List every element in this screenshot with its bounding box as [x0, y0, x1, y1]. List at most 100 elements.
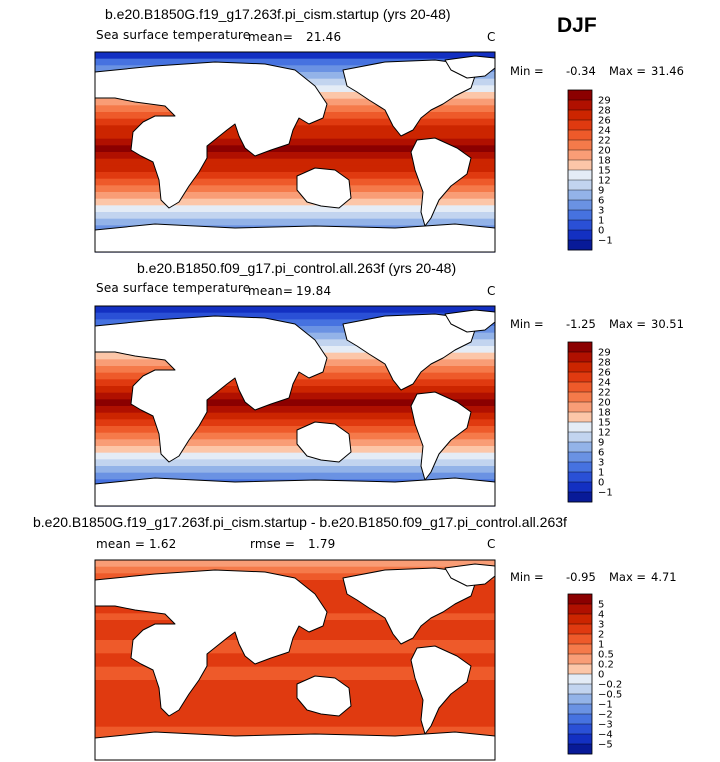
panel-3-rmse-label: rmse =: [250, 537, 296, 551]
sst-band: [95, 680, 495, 688]
colorbar-swatch: [568, 130, 592, 141]
sst-band: [95, 646, 495, 654]
sst-band: [95, 399, 495, 407]
sst-band: [95, 218, 495, 226]
sst-band: [95, 212, 495, 220]
map-frame: [94, 559, 496, 761]
sst-band: [95, 58, 495, 66]
panel-1-map: [94, 51, 496, 253]
colorbar-tick-label: 18: [598, 156, 611, 167]
colorbar-swatch: [568, 402, 592, 413]
colorbar-tick-label: 0.5: [598, 650, 614, 661]
colorbar-swatch: [568, 362, 592, 373]
colorbar-swatch: [568, 220, 592, 231]
colorbar-tick-label: 22: [598, 136, 611, 147]
colorbar-swatch: [568, 664, 592, 675]
panel-3-mean-value: 1.62: [149, 537, 177, 551]
panel-2-map: [94, 305, 496, 507]
colorbar-swatch: [568, 452, 592, 463]
sst-band: [95, 560, 495, 568]
sst-band: [95, 446, 495, 454]
colorbar-tick-label: 20: [598, 146, 611, 157]
sst-band: [95, 666, 495, 674]
sst-band: [95, 392, 495, 400]
colorbar-swatch: [568, 120, 592, 131]
colorbar-tick-label: 3: [598, 458, 604, 469]
panel-3-units: C: [487, 537, 496, 551]
sst-band: [95, 65, 495, 73]
colorbar-tick-label: −5: [598, 740, 613, 751]
sst-band: [95, 165, 495, 173]
map-frame: [94, 51, 496, 253]
sst-band: [95, 185, 495, 193]
sst-band: [95, 686, 495, 694]
colorbar-swatch: [568, 634, 592, 645]
landmass-antarctica: [94, 477, 496, 507]
colorbar-tick-label: 12: [598, 428, 611, 439]
colorbar-tick-label: 29: [598, 348, 611, 359]
sst-band: [95, 653, 495, 661]
colorbar-swatch: [568, 190, 592, 201]
colorbar-tick-label: 18: [598, 408, 611, 419]
panel-2-min-label: Min =: [510, 317, 544, 331]
colorbar-tick-label: 29: [598, 96, 611, 107]
land-layer: [94, 309, 496, 507]
landmass-south-america: [410, 391, 472, 481]
landmass-africa-eurasia: [94, 315, 328, 463]
land-layer: [94, 563, 496, 761]
sst-band: [95, 566, 495, 574]
sst-band: [95, 412, 495, 420]
sst-band: [95, 172, 495, 180]
sst-band: [95, 192, 495, 200]
sst-band: [95, 419, 495, 427]
sst-band: [95, 660, 495, 668]
sst-band: [95, 205, 495, 213]
panel-3-min-label: Min =: [510, 570, 544, 584]
sst-band: [95, 432, 495, 440]
colorbar-tick-label: −1: [598, 700, 613, 711]
season-label: DJF: [557, 14, 597, 37]
colorbar-tick-label: −0.2: [598, 680, 622, 691]
colorbar-tick-label: 0: [598, 478, 604, 489]
panel-1-min-label: Min =: [510, 64, 544, 78]
colorbar-swatch: [568, 150, 592, 161]
panel-1-units: C: [487, 30, 496, 44]
landmass-south-america: [410, 645, 472, 735]
colorbar-tick-label: 15: [598, 418, 611, 429]
colorbar-tick-label: 28: [598, 358, 611, 369]
colorbar-swatch: [568, 230, 592, 241]
sst-band: [95, 726, 495, 734]
colorbar-swatch: [568, 644, 592, 655]
sst-band: [95, 673, 495, 681]
colorbar-tick-label: 1: [598, 640, 604, 651]
colorbar-tick-label: 24: [598, 378, 611, 389]
colorbar-swatch: [568, 714, 592, 725]
colorbar-swatch: [568, 482, 592, 493]
colorbar-tick-label: 2: [598, 630, 604, 641]
colorbar-tick-label: 6: [598, 448, 604, 459]
landmass-africa-eurasia: [94, 61, 328, 209]
colorbar-swatch: [568, 352, 592, 363]
colorbar-swatch: [568, 160, 592, 171]
colorbar-swatch: [568, 694, 592, 705]
panel-3-min-value: -0.95: [566, 570, 596, 584]
sst-band: [95, 312, 495, 320]
sst-band: [95, 452, 495, 460]
colorbar-swatch: [568, 90, 592, 101]
sst-band: [95, 198, 495, 206]
colorbar-swatch: [568, 442, 592, 453]
panel-3-map: [94, 559, 496, 761]
map-frame: [94, 305, 496, 507]
panel-2-title: b.e20.B1850.f09_g17.pi_control.all.263f …: [137, 260, 457, 276]
colorbar-swatch: [568, 372, 592, 383]
colorbar-tick-label: 26: [598, 368, 611, 379]
colorbar-swatch: [568, 432, 592, 443]
colorbar-tick-label: 28: [598, 106, 611, 117]
colorbar-swatch: [568, 704, 592, 715]
colorbar-tick-label: 15: [598, 166, 611, 177]
colorbar-tick-label: 12: [598, 176, 611, 187]
sst-band: [95, 459, 495, 467]
landmass-antarctica: [94, 731, 496, 761]
colorbar-swatch: [568, 392, 592, 403]
